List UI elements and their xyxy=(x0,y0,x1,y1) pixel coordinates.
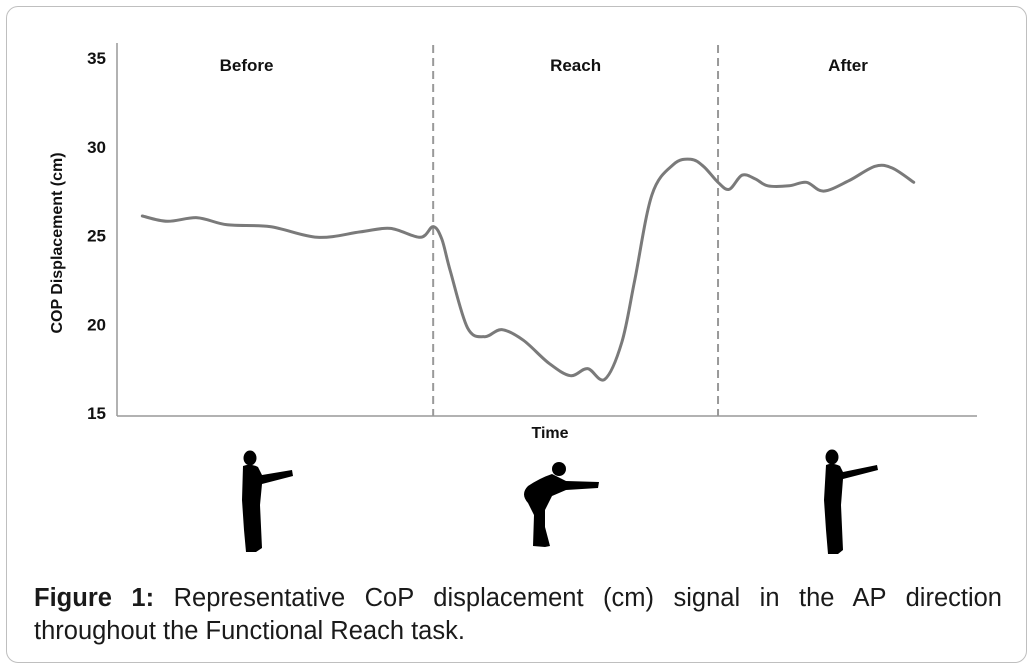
bent-forward-reach-silhouette-icon xyxy=(524,462,599,547)
phase-label-after: After xyxy=(828,56,868,75)
y-tick-label: 30 xyxy=(87,138,106,157)
standing-reach-silhouette-icon xyxy=(824,449,878,554)
y-tick-label: 35 xyxy=(87,49,106,68)
y-tick-label: 25 xyxy=(87,227,106,246)
caption-label: Figure 1: xyxy=(34,584,155,612)
y-axis-title: COP Displacement (cm) xyxy=(49,152,66,333)
x-axis-title: Time xyxy=(531,425,568,442)
chart-axes xyxy=(116,43,977,417)
y-tick-label: 15 xyxy=(87,404,106,423)
phase-label-reach: Reach xyxy=(550,56,601,75)
figure-caption: Figure 1: Representative CoP displacemen… xyxy=(34,582,1002,648)
cop-displacement-line xyxy=(140,157,916,382)
phase-label-before: Before xyxy=(220,56,274,75)
phase-dividers xyxy=(432,45,720,416)
standing-reach-silhouette-icon xyxy=(242,450,293,552)
figure-frame xyxy=(6,6,1027,663)
series-layer xyxy=(140,157,916,382)
caption-text: Representative CoP displacement (cm) sig… xyxy=(34,584,1002,645)
phase-labels: Before Reach After xyxy=(220,56,869,75)
y-tick-labels: 35 30 25 20 15 xyxy=(87,49,106,423)
y-tick-label: 20 xyxy=(87,315,106,334)
